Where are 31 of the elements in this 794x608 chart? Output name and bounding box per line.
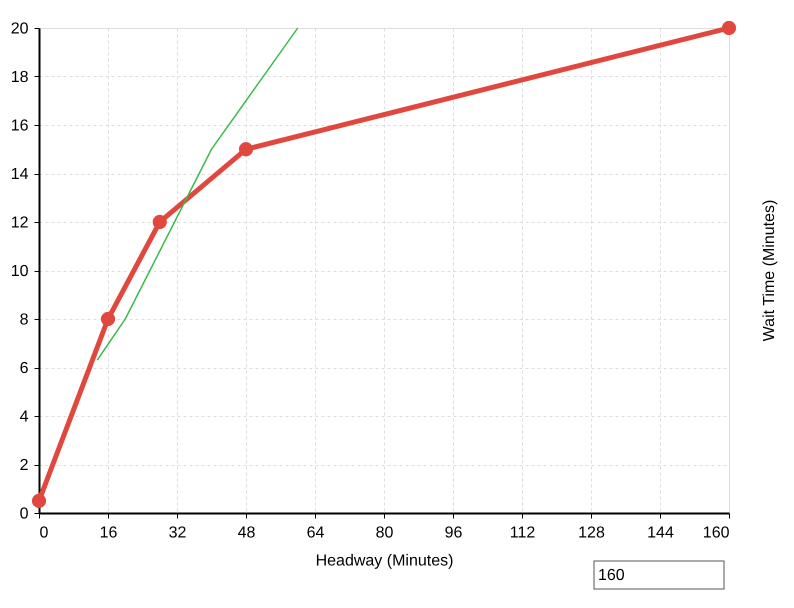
y-tick-label: 16 [10, 118, 29, 134]
y-tick-label: 10 [10, 263, 29, 280]
y-tick-label: 20 [10, 20, 29, 38]
line-series [96, 27, 298, 361]
x-tick-label: 112 [510, 524, 536, 542]
x-tick-label: 96 [444, 524, 462, 542]
y-tick-label: 2 [20, 457, 29, 474]
y-tick-label: 0 [20, 506, 29, 522]
text: 160 [598, 567, 625, 584]
x-tick-label: 80 [376, 524, 394, 542]
y-tick-label: 8 [20, 312, 29, 328]
x-tick-label: 160 [702, 524, 730, 542]
point [100, 312, 116, 326]
x-tick-label: 32 [168, 524, 186, 542]
point [32, 494, 46, 508]
x-tick-label: 128 [578, 524, 605, 542]
y-tick-label: 14 [10, 166, 29, 183]
x-tick-label: 0 [40, 524, 48, 542]
y-tick-label: 18 [10, 69, 29, 86]
x-axis-title: Headway (Minutes) [316, 552, 454, 570]
y-axis-title: Wait Time (Minutes) [761, 200, 778, 342]
point [152, 214, 167, 230]
x-tick-label: 48 [238, 524, 256, 542]
x-tick-label: 144 [647, 524, 674, 542]
x-tick-label: 16 [100, 524, 118, 542]
y-tick-label: 4 [20, 408, 29, 426]
point [238, 142, 254, 156]
y-tick-label: 6 [20, 360, 29, 377]
x-tick-label: 64 [306, 524, 324, 542]
y-tick-label: 12 [10, 214, 29, 232]
point [722, 20, 736, 36]
